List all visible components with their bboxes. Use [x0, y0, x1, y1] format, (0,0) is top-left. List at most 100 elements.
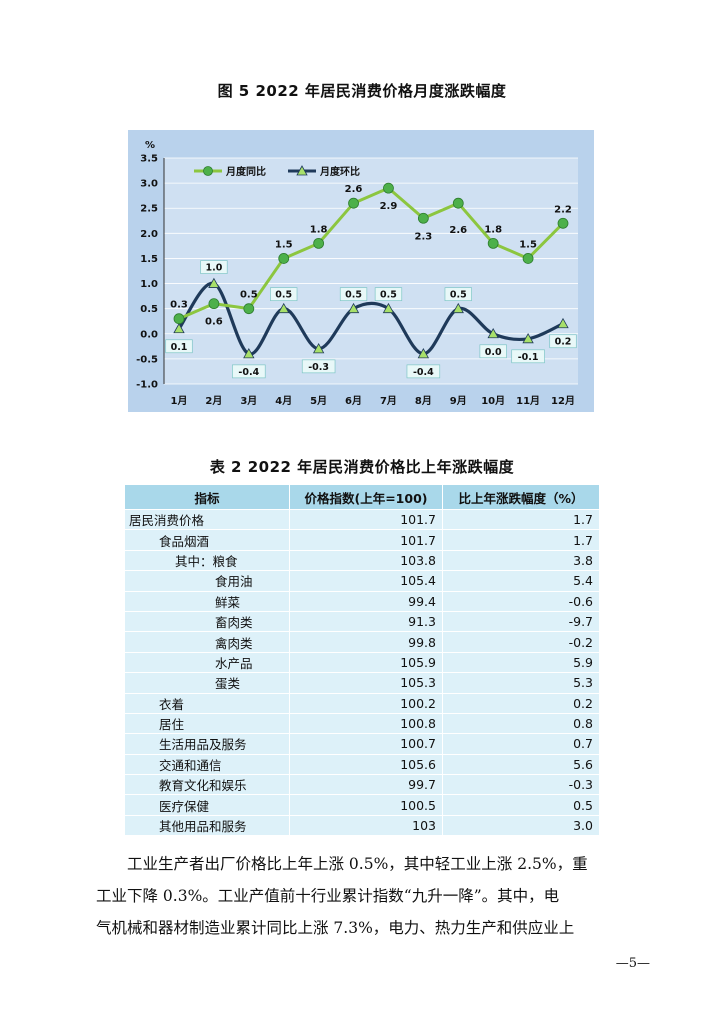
row-change: 5.3: [442, 672, 600, 694]
yoy-point: [383, 182, 394, 194]
row-change: 5.6: [442, 753, 600, 775]
mom-label-box: [444, 287, 472, 302]
mom-label-box: [165, 339, 193, 354]
x-tick-label: 3月: [240, 395, 257, 407]
row-index: 105.9: [289, 651, 443, 673]
yoy-point: [278, 253, 290, 264]
mom-point: [487, 327, 499, 339]
legend-label-yoy: 月度同比: [225, 165, 266, 178]
row-index: 105.6: [289, 753, 443, 775]
row-change: -9.7: [442, 610, 600, 632]
mom-label-box: [406, 364, 441, 379]
y-tick-label: 3.5: [140, 154, 158, 165]
row-index: 103.8: [289, 549, 443, 571]
yoy-point: [487, 237, 499, 249]
mom-data-label: -0.3: [308, 362, 329, 373]
y-tick-label: -1.0: [136, 380, 158, 391]
row-name: 水产品: [124, 651, 290, 673]
mom-point: [208, 277, 220, 288]
yoy-point: [452, 197, 464, 209]
row-name: 鲜菜: [124, 590, 290, 612]
row-name: 交通和通信: [124, 753, 290, 775]
row-index: 105.4: [289, 570, 443, 592]
row-name: 医疗保健: [124, 794, 290, 816]
row-change: 0.5: [442, 794, 600, 816]
x-tick-label: 12月: [551, 395, 575, 407]
row-change: 1.7: [442, 508, 600, 530]
row-index: 99.4: [289, 590, 443, 612]
table-row: 蛋类 105.3 5.3: [124, 672, 600, 694]
y-tick-label: 1.5: [140, 254, 158, 265]
table-header-row: 指标 价格指数(上年=100) 比上年涨跌幅度（%）: [124, 484, 600, 510]
row-index: 103: [289, 814, 443, 836]
legend-marker-yoy: [203, 166, 213, 176]
mom-point: [382, 302, 395, 314]
mom-data-label: -0.4: [413, 367, 434, 378]
mom-data-label: -0.4: [238, 367, 259, 378]
table-title: 表 2 2022 年居民消费价格比上年涨跌幅度: [209, 458, 515, 476]
row-change: 3.0: [442, 814, 600, 836]
cpi-table: 指标 价格指数(上年=100) 比上年涨跌幅度（%） 居民消费价格 101.7 1.…: [124, 484, 600, 836]
table-row: 教育文化和娱乐 99.7 -0.3: [124, 774, 600, 795]
mom-label-box: [511, 349, 545, 364]
y-tick-label: 2.5: [140, 204, 158, 215]
row-index: 100.8: [289, 712, 443, 734]
mom-point: [417, 348, 430, 359]
yoy-point: [557, 217, 569, 229]
row-name: 生活用品及服务: [124, 733, 290, 755]
mom-label-box: [374, 287, 403, 302]
mom-point: [557, 317, 569, 329]
yoy-data-label: 0.3: [170, 300, 188, 311]
mom-data-label: 0.2: [555, 337, 572, 348]
mom-point: [173, 322, 185, 334]
yoy-data-label: 1.5: [275, 239, 293, 250]
table-row: 畜肉类 91.3 -9.7: [124, 610, 600, 632]
row-name: 其中：粮食: [124, 549, 290, 571]
row-name: 畜肉类: [124, 610, 290, 632]
legend-label-mom: 月度环比: [319, 165, 360, 178]
mom-point: [452, 302, 464, 314]
mom-point: [278, 302, 290, 314]
row-name: 居住: [124, 712, 290, 734]
yoy-point: [313, 237, 325, 249]
yoy-point: [208, 298, 220, 310]
paragraph-line: 工业下降 0.3%。工业产值前十行业累计指数“九升一降”。其中，电: [96, 887, 560, 905]
table-row: 禽肉类 99.8 -0.2: [124, 631, 600, 653]
row-change: 0.7: [442, 733, 600, 755]
yoy-data-label: 0.6: [205, 317, 223, 328]
row-name: 食用油: [124, 570, 290, 592]
paragraph-line: 工业生产者出厂价格比上年上涨 0.5%，其中轻工业上涨 2.5%，重: [127, 855, 588, 873]
mom-label-box: [339, 287, 368, 302]
y-tick-label: 0.0: [140, 329, 158, 340]
x-tick-label: 10月: [481, 395, 505, 407]
yoy-data-label: 2.6: [449, 225, 467, 236]
row-name: 食品烟酒: [124, 529, 290, 551]
mom-point: [243, 348, 255, 359]
mom-label-box: [301, 359, 336, 374]
row-index: 105.3: [289, 672, 443, 694]
mom-data-label: 0.5: [275, 290, 292, 301]
table-row: 居民消费价格 101.7 1.7: [124, 508, 600, 530]
mom-data-label: 0.0: [485, 347, 502, 358]
paragraph-line: 气机械和器材制造业累计同比上涨 7.3%，电力、热力生产和供应业上: [96, 919, 575, 937]
x-tick-label: 2月: [205, 395, 222, 407]
table-row: 生活用品及服务 100.7 0.7: [124, 733, 600, 755]
mom-label-box: [232, 364, 266, 379]
x-tick-label: 11月: [516, 395, 540, 407]
mom-point: [347, 302, 360, 314]
row-change: -0.6: [442, 590, 600, 612]
y-tick-label: 3.0: [140, 179, 158, 190]
row-index: 101.7: [289, 529, 443, 551]
table-row: 衣着 100.2 0.2: [124, 692, 600, 714]
header-indicator: 指标: [124, 484, 290, 510]
row-name: 禽肉类: [124, 631, 290, 653]
header-change: 比上年涨跌幅度（%）: [442, 484, 600, 510]
row-change: -0.2: [442, 631, 600, 653]
mom-data-label: 0.5: [345, 290, 362, 301]
yoy-data-label: 2.9: [380, 201, 398, 212]
yoy-point: [348, 197, 359, 209]
figure-title: 图 5 2022 年居民消费价格月度涨跌幅度: [217, 82, 507, 100]
table-row: 其他用品和服务 103 3.0: [124, 814, 600, 836]
mom-data-label: 0.5: [380, 290, 397, 301]
row-change: 3.8: [442, 549, 600, 571]
